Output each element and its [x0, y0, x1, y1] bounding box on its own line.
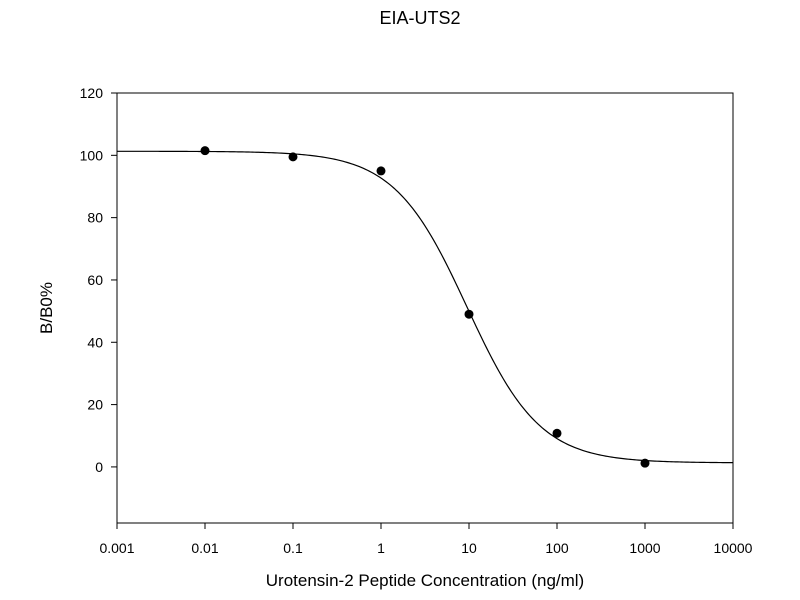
x-tick-label: 1000 — [629, 540, 660, 556]
data-point — [376, 166, 386, 176]
data-point — [464, 309, 474, 319]
plot-frame — [116, 92, 734, 524]
y-axis-label: B/B0% — [37, 282, 56, 334]
y-tick-label: 60 — [87, 272, 103, 288]
y-tick-label: 120 — [80, 85, 104, 101]
y-tick-label: 20 — [87, 397, 103, 413]
y-tick-label: 100 — [80, 147, 104, 163]
x-tick-label: 1 — [377, 540, 385, 556]
data-point — [552, 428, 562, 438]
y-tick-label: 0 — [95, 459, 103, 475]
y-tick-label: 80 — [87, 210, 103, 226]
x-tick-label: 0.001 — [99, 540, 134, 556]
x-axis-label: Urotensin-2 Peptide Concentration (ng/ml… — [266, 571, 584, 590]
x-tick-label: 10000 — [714, 540, 753, 556]
x-tick-label: 100 — [545, 540, 569, 556]
fit-curve-line — [117, 150, 734, 464]
y-tick-label: 40 — [87, 334, 103, 350]
x-tick-label: 0.1 — [283, 540, 303, 556]
y-axis: 0 20 40 60 80 100 120 — [80, 85, 117, 475]
x-tick-label: 10 — [461, 540, 477, 556]
chart-title: EIA-UTS2 — [379, 8, 460, 28]
data-point — [288, 152, 298, 162]
x-axis: 0.001 0.01 0.1 1 10 100 1000 10000 — [99, 523, 753, 556]
data-points — [200, 146, 650, 468]
data-point — [200, 146, 210, 156]
data-point — [640, 458, 650, 468]
x-tick-label: 0.01 — [191, 540, 218, 556]
